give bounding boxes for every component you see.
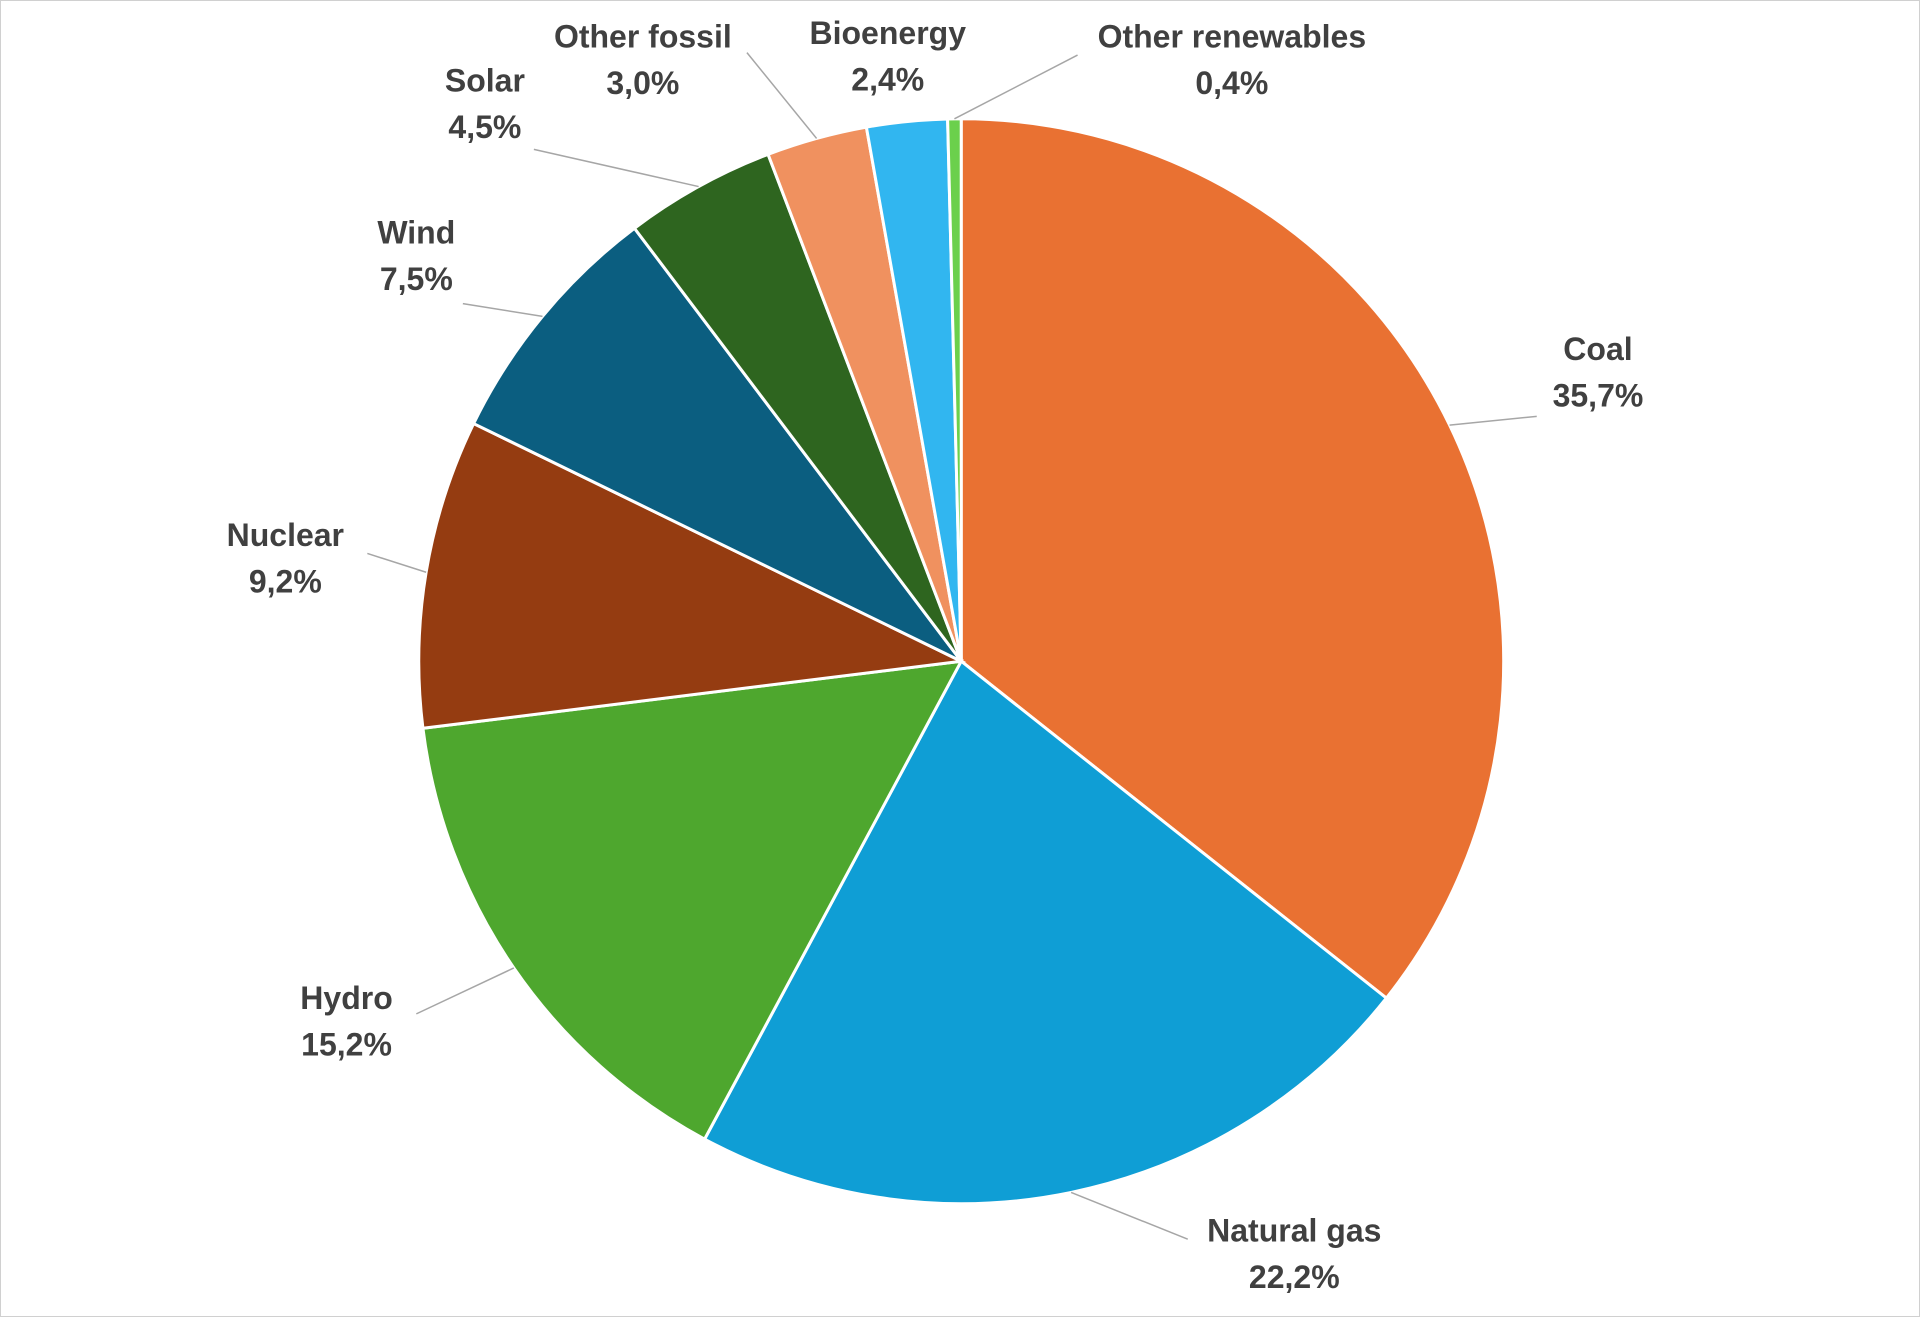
pie-slice [417, 421, 967, 730]
leader-line [746, 52, 818, 139]
leader-line [367, 552, 427, 573]
pie-slice [702, 658, 1389, 1206]
value-label: 2,4% [851, 61, 924, 97]
slice-label: Natural gas [1207, 1213, 1381, 1249]
leader-line [1449, 415, 1537, 426]
leader-line [533, 148, 699, 188]
slice-label: Wind [377, 215, 455, 251]
leader-line [954, 54, 1078, 120]
value-label: 22,2% [1249, 1259, 1340, 1295]
pie-slice [421, 659, 964, 1142]
slice-label: Other renewables [1098, 19, 1367, 55]
slice-label: Other fossil [554, 19, 732, 55]
slice-label: Nuclear [227, 517, 344, 553]
value-label: 7,5% [380, 261, 453, 297]
leader-line [416, 967, 515, 1015]
leader-line [1070, 1191, 1189, 1240]
value-label: 35,7% [1553, 377, 1644, 413]
pie-slice [959, 117, 1506, 1001]
value-label: 3,0% [606, 65, 679, 101]
slice-label: Hydro [300, 980, 392, 1016]
value-label: 9,2% [249, 564, 322, 600]
pie-slice [946, 117, 963, 662]
slice-label: Coal [1563, 331, 1632, 367]
value-label: 15,2% [301, 1026, 392, 1062]
slice-label: Solar [445, 63, 525, 99]
slice-label: Bioenergy [810, 15, 967, 51]
value-label: 4,5% [448, 109, 521, 145]
leader-line [462, 302, 543, 318]
value-label: 0,4% [1195, 65, 1268, 101]
